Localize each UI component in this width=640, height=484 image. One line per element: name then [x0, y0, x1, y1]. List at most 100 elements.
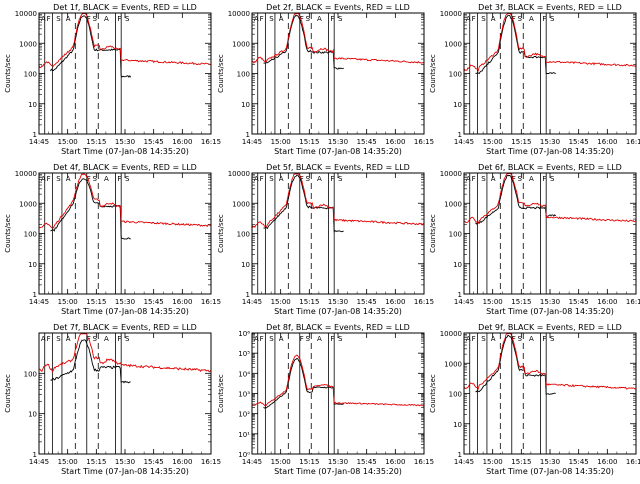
x-tick-label: 15:00: [271, 458, 291, 466]
y-tick-label: 1: [458, 291, 462, 299]
y-tick-label: 10000: [228, 170, 250, 178]
y-tick-label: 100: [24, 71, 37, 79]
x-tick-label: 15:00: [271, 138, 291, 146]
interval-marker-label: S: [93, 15, 98, 23]
y-tick-label: 1: [458, 131, 462, 139]
x-tick-label: 15:15: [299, 458, 319, 466]
x-axis-label: Start Time (07-Jan-08 14:35:20): [274, 307, 402, 316]
interval-marker-label: F: [300, 175, 304, 183]
x-tick-label: 15:00: [483, 458, 503, 466]
y-tick-label: 1000: [444, 360, 462, 368]
interval-marker-label: S: [518, 335, 523, 343]
y-axis-label: Counts/sec: [4, 374, 12, 413]
panel-2: Det 2f, BLACK = Events, RED = LLD Counts/…: [217, 3, 434, 156]
y-tick-label: 100: [449, 231, 462, 239]
interval-marker-label: F: [117, 15, 121, 23]
interval-marker-label: A: [41, 335, 46, 343]
x-tick-label: 15:45: [144, 458, 164, 466]
panel-1: Det 1f, BLACK = Events, RED = LLD Counts/…: [4, 3, 221, 156]
series-events: [50, 339, 131, 384]
x-tick-label: 15:15: [299, 138, 319, 146]
interval-marker-label: S: [56, 15, 61, 23]
interval-marker-label: F: [330, 15, 334, 23]
x-tick-label: 15:45: [357, 458, 377, 466]
interval-marker-label: S: [550, 335, 555, 343]
y-tick-label: 1000: [19, 40, 37, 48]
interval-marker-label: F: [542, 175, 546, 183]
y-axis-label: Counts/sec: [429, 374, 437, 413]
interval-marker-label: F: [542, 15, 546, 23]
interval-marker-label: A: [66, 175, 71, 183]
interval-marker-label: S: [125, 175, 130, 183]
interval-marker-label: A: [466, 175, 471, 183]
y-tick-label: 100: [237, 71, 250, 79]
interval-marker-label: S: [481, 15, 486, 23]
interval-marker-label: A: [529, 15, 534, 23]
x-tick-label: 16:15: [626, 298, 640, 306]
x-axis-label: Start Time (07-Jan-08 14:35:20): [274, 147, 402, 156]
interval-marker-label: S: [338, 335, 343, 343]
series-lld: [463, 173, 637, 224]
interval-marker-label: A: [491, 15, 496, 23]
x-tick-label: 14:45: [242, 458, 262, 466]
series-events: [475, 174, 557, 225]
interval-marker-label: A: [254, 335, 259, 343]
series-events: [50, 15, 132, 78]
panel-title: Det 4f, BLACK = Events, RED = LLD: [53, 163, 197, 172]
y-tick-label: 10000: [440, 170, 462, 178]
interval-marker-label: A: [279, 15, 284, 23]
series-events: [475, 14, 556, 75]
panel-9: Det 9f, BLACK = Events, RED = LLD Counts/…: [429, 323, 640, 476]
x-tick-label: 15:00: [483, 138, 503, 146]
y-axis-label: Counts/sec: [4, 54, 12, 93]
interval-marker-label: A: [529, 175, 534, 183]
x-tick-label: 16:00: [385, 298, 405, 306]
interval-marker-label: F: [300, 335, 304, 343]
x-tick-label: 16:15: [201, 138, 221, 146]
interval-marker-label: F: [472, 335, 476, 343]
panel-title: Det 3f, BLACK = Events, RED = LLD: [478, 3, 622, 12]
y-tick-label: 1000: [19, 200, 37, 208]
interval-marker-label: S: [550, 175, 555, 183]
x-tick-label: 15:45: [569, 458, 589, 466]
y-tick-label: 10³: [238, 391, 250, 399]
y-tick-label: 10⁰: [238, 451, 250, 459]
interval-marker-label: A: [66, 335, 71, 343]
interval-marker-label: S: [550, 15, 555, 23]
interval-marker-label: F: [260, 175, 264, 183]
interval-marker-label: F: [117, 335, 121, 343]
x-tick-label: 15:45: [357, 298, 377, 306]
panel-title: Det 5f, BLACK = Events, RED = LLD: [266, 163, 410, 172]
x-tick-label: 15:15: [511, 298, 531, 306]
interval-marker-label: S: [269, 335, 274, 343]
y-tick-label: 10⁴: [238, 370, 250, 378]
x-tick-label: 16:15: [201, 458, 221, 466]
interval-marker-label: A: [254, 175, 259, 183]
y-axis-label: Counts/sec: [217, 214, 225, 253]
x-tick-label: 15:30: [115, 458, 135, 466]
interval-marker-label: A: [317, 175, 322, 183]
interval-marker-label: F: [87, 15, 91, 23]
series-lld: [38, 13, 212, 69]
x-tick-label: 15:00: [483, 298, 503, 306]
y-axis-label: Counts/sec: [217, 54, 225, 93]
interval-marker-label: F: [47, 15, 51, 23]
x-tick-label: 15:15: [511, 458, 531, 466]
interval-marker-label: F: [47, 335, 51, 343]
x-tick-label: 14:45: [29, 298, 49, 306]
y-axis-label: Counts/sec: [217, 374, 225, 413]
x-tick-label: 15:30: [328, 138, 348, 146]
plot-frame: [251, 172, 425, 295]
interval-marker-label: S: [269, 175, 274, 183]
x-axis-label: Start Time (07-Jan-08 14:35:20): [61, 307, 189, 316]
x-tick-label: 15:45: [144, 298, 164, 306]
interval-marker-label: F: [542, 335, 546, 343]
y-tick-label: 10²: [238, 411, 250, 419]
panel-6: Det 6f, BLACK = Events, RED = LLD Counts/…: [429, 163, 640, 316]
interval-marker-label: A: [491, 175, 496, 183]
y-tick-label: 10000: [15, 10, 37, 18]
series-lld: [251, 173, 425, 228]
interval-marker-label: S: [125, 15, 130, 23]
y-tick-label: 1: [33, 291, 37, 299]
series-lld: [251, 13, 425, 64]
